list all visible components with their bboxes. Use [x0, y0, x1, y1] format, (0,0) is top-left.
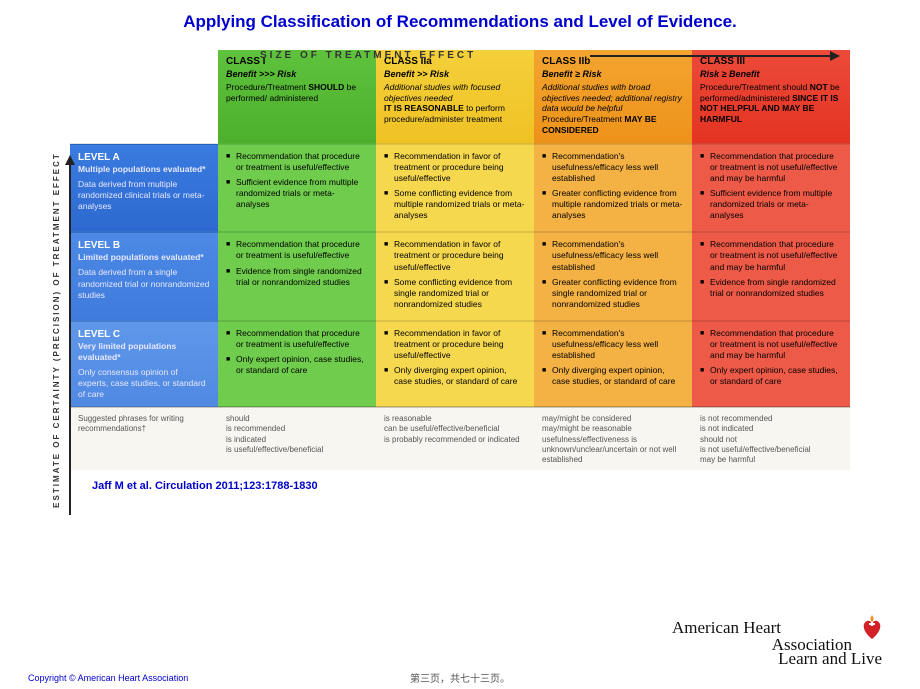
page-title: Applying Classification of Recommendatio…	[0, 12, 920, 32]
suggested-phrases-label: Suggested phrases for writing recommenda…	[70, 407, 218, 470]
grid-cell: Recommendation that procedure or treatme…	[692, 321, 850, 407]
bullet-item: Recommendation that procedure or treatme…	[700, 328, 842, 361]
bullet-item: Greater conflicting evidence from multip…	[542, 188, 684, 221]
grid-cell: Recommendation in favor of treatment or …	[376, 232, 534, 320]
grid-cell: Recommendation in favor of treatment or …	[376, 144, 534, 232]
level-label-cell: LEVEL CVery limited populations evaluate…	[70, 321, 218, 407]
class-risk: Benefit >>> Risk	[226, 69, 368, 79]
classification-chart: SIZE OF TREATMENT EFFECT ESTIMATE OF CER…	[70, 50, 850, 470]
bullet-item: Evidence from single randomized trial or…	[226, 266, 368, 288]
bullet-item: Some conflicting evidence from single ra…	[384, 277, 526, 310]
bullet-item: Only expert opinion, case studies, or st…	[226, 354, 368, 376]
grid-cell: Recommendation in favor of treatment or …	[376, 321, 534, 407]
bullet-item: Recommendation that procedure or treatme…	[700, 239, 842, 272]
bullet-item: Recommendation that procedure or treatme…	[226, 239, 368, 261]
level-row: LEVEL AMultiple populations evaluated*Da…	[70, 144, 850, 232]
header-row: CLASS I Benefit >>> Risk Procedure/Treat…	[70, 50, 850, 144]
level-label-cell: LEVEL AMultiple populations evaluated*Da…	[70, 144, 218, 232]
level-row: LEVEL BLimited populations evaluated*Dat…	[70, 232, 850, 320]
class-risk: Benefit >> Risk	[384, 69, 526, 79]
grid-cell: Recommendation's usefulness/efficacy les…	[534, 321, 692, 407]
logo-tagline: Learn and Live	[778, 649, 882, 669]
grid-cell: Recommendation that procedure or treatme…	[218, 321, 376, 407]
citation: Jaff M et al. Circulation 2011;123:1788-…	[92, 480, 920, 492]
bullet-item: Recommendation that procedure or treatme…	[226, 328, 368, 350]
bullet-item: Recommendation that procedure or treatme…	[226, 151, 368, 173]
bullet-item: Greater conflicting evidence from single…	[542, 277, 684, 310]
phrase-col-4: is not recommendedis not indicatedshould…	[692, 407, 850, 470]
grid-table: CLASS I Benefit >>> Risk Procedure/Treat…	[70, 50, 850, 470]
class-desc: Additional studies with focused objectiv…	[384, 82, 505, 124]
class-1-header: CLASS I Benefit >>> Risk Procedure/Treat…	[218, 50, 376, 144]
class-risk: Risk ≥ Benefit	[700, 69, 842, 79]
aha-logo: American Heart Association Learn and Liv…	[672, 619, 882, 671]
bullet-item: Recommendation in favor of treatment or …	[384, 151, 526, 184]
slide: Applying Classification of Recommendatio…	[0, 0, 920, 689]
bullet-item: Some conflicting evidence from multiple …	[384, 188, 526, 221]
bullet-item: Recommendation's usefulness/efficacy les…	[542, 151, 684, 184]
grid-cell: Recommendation that procedure or treatme…	[692, 232, 850, 320]
class-2a-header: CLASS IIa Benefit >> Risk Additional stu…	[376, 50, 534, 144]
y-axis-arrow-icon	[66, 155, 74, 515]
level-label-cell: LEVEL BLimited populations evaluated*Dat…	[70, 232, 218, 320]
heart-torch-icon	[860, 613, 884, 641]
page-counter: 第三页，共七十三页。	[410, 670, 510, 685]
grid-cell: Recommendation that procedure or treatme…	[218, 232, 376, 320]
corner-spacer	[70, 50, 218, 144]
class-2b-header: CLASS IIb Benefit ≥ Risk Additional stud…	[534, 50, 692, 144]
class-desc: Additional studies with broad objectives…	[542, 82, 682, 135]
x-axis-arrow-icon	[590, 52, 840, 60]
suggested-phrases-row: Suggested phrases for writing recommenda…	[70, 407, 850, 470]
bullet-item: Recommendation's usefulness/efficacy les…	[542, 328, 684, 361]
grid-cell: Recommendation that procedure or treatme…	[692, 144, 850, 232]
class-3-header: CLASS III Risk ≥ Benefit Procedure/Treat…	[692, 50, 850, 144]
bullet-item: Recommendation in favor of treatment or …	[384, 328, 526, 361]
logo-line-1: American Heart	[672, 619, 781, 636]
phrase-col-2: is reasonablecan be useful/effective/ben…	[376, 407, 534, 470]
copyright: Copyright © American Heart Association	[28, 673, 188, 683]
level-row: LEVEL CVery limited populations evaluate…	[70, 321, 850, 407]
bullet-item: Only diverging expert opinion, case stud…	[384, 365, 526, 387]
phrase-col-3: may/might be consideredmay/might be reas…	[534, 407, 692, 470]
grid-cell: Recommendation's usefulness/efficacy les…	[534, 232, 692, 320]
bullet-item: Only diverging expert opinion, case stud…	[542, 365, 684, 387]
class-desc: Procedure/Treatment should NOT be perfor…	[700, 82, 840, 124]
bullet-item: Recommendation in favor of treatment or …	[384, 239, 526, 272]
grid-cell: Recommendation that procedure or treatme…	[218, 144, 376, 232]
class-risk: Benefit ≥ Risk	[542, 69, 684, 79]
phrase-col-1: shouldis recommendedis indicatedis usefu…	[218, 407, 376, 470]
bullet-item: Recommendation that procedure or treatme…	[700, 151, 842, 184]
class-desc: Procedure/Treatment SHOULD be performed/…	[226, 82, 356, 103]
bullet-item: Only expert opinion, case studies, or st…	[700, 365, 842, 387]
bullet-item: Sufficient evidence from multiple random…	[700, 188, 842, 221]
bullet-item: Sufficient evidence from multiple random…	[226, 177, 368, 210]
bullet-item: Recommendation's usefulness/efficacy les…	[542, 239, 684, 272]
x-axis-label: SIZE OF TREATMENT EFFECT	[260, 50, 476, 61]
y-axis-label: ESTIMATE OF CERTAINTY (PRECISION) OF TRE…	[52, 150, 61, 510]
grid-cell: Recommendation's usefulness/efficacy les…	[534, 144, 692, 232]
bullet-item: Evidence from single randomized trial or…	[700, 277, 842, 299]
